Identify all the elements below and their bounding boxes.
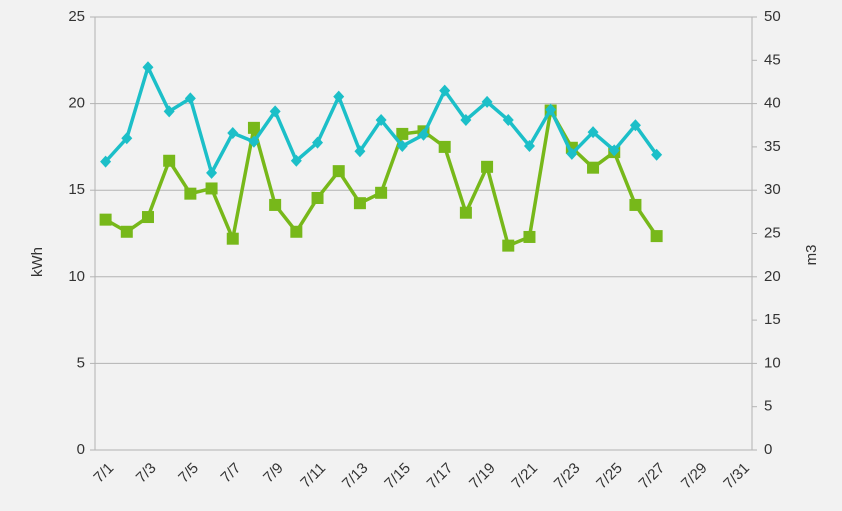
marker — [206, 166, 218, 179]
marker — [312, 136, 324, 149]
marker — [438, 140, 451, 153]
y-tick-label: 15 — [68, 181, 85, 198]
y2-tick-label: 20 — [764, 268, 781, 285]
marker — [481, 95, 493, 108]
marker — [650, 230, 663, 243]
y2-tick-label: 25 — [764, 224, 781, 241]
marker — [227, 127, 239, 140]
y-tick-label: 25 — [68, 8, 85, 25]
marker — [226, 232, 239, 245]
marker — [100, 155, 112, 168]
marker — [460, 114, 472, 127]
marker — [608, 144, 620, 157]
y2-tick-label: 40 — [764, 95, 781, 112]
marker — [99, 213, 112, 226]
marker — [354, 145, 366, 158]
marker — [396, 127, 409, 140]
marker — [311, 191, 324, 204]
marker — [290, 225, 303, 238]
marker — [502, 114, 514, 127]
marker — [523, 230, 536, 243]
marker — [332, 165, 345, 178]
marker — [459, 206, 472, 219]
y2-tick-label: 45 — [764, 51, 781, 68]
marker — [120, 225, 133, 238]
marker — [247, 121, 260, 134]
y2-axis-label: m3 — [803, 245, 820, 266]
y-tick-label: 5 — [77, 354, 85, 371]
marker — [375, 114, 387, 127]
marker — [142, 61, 154, 74]
y-tick-label: 20 — [68, 95, 85, 112]
marker — [353, 197, 366, 210]
marker — [184, 187, 197, 200]
y-tick-label: 0 — [77, 441, 85, 458]
marker — [205, 182, 218, 195]
marker — [163, 105, 175, 118]
marker — [566, 147, 578, 160]
y2-tick-label: 0 — [764, 441, 772, 458]
marker — [545, 103, 557, 116]
marker — [587, 126, 599, 139]
marker — [523, 140, 535, 153]
marker — [141, 211, 154, 224]
y2-tick-label: 35 — [764, 138, 781, 155]
marker — [587, 161, 600, 174]
marker — [163, 154, 176, 167]
marker — [502, 239, 515, 252]
marker — [269, 105, 281, 118]
marker — [629, 198, 642, 211]
marker — [121, 132, 133, 145]
marker — [418, 128, 429, 141]
y2-tick-label: 10 — [764, 354, 781, 371]
marker — [375, 186, 388, 199]
marker — [248, 135, 260, 148]
y2-tick-label: 50 — [764, 8, 781, 25]
marker — [396, 140, 408, 153]
marker — [439, 84, 451, 97]
marker — [333, 90, 345, 103]
marker — [269, 198, 282, 211]
y2-tick-label: 5 — [764, 398, 772, 415]
marker — [290, 154, 302, 167]
y-axis-label: kWh — [29, 247, 46, 277]
marker — [629, 119, 641, 132]
marker — [481, 160, 494, 173]
y2-tick-label: 15 — [764, 311, 781, 328]
marker — [184, 92, 196, 105]
marker — [651, 148, 663, 161]
y-tick-label: 10 — [68, 268, 85, 285]
y2-tick-label: 30 — [764, 181, 781, 198]
